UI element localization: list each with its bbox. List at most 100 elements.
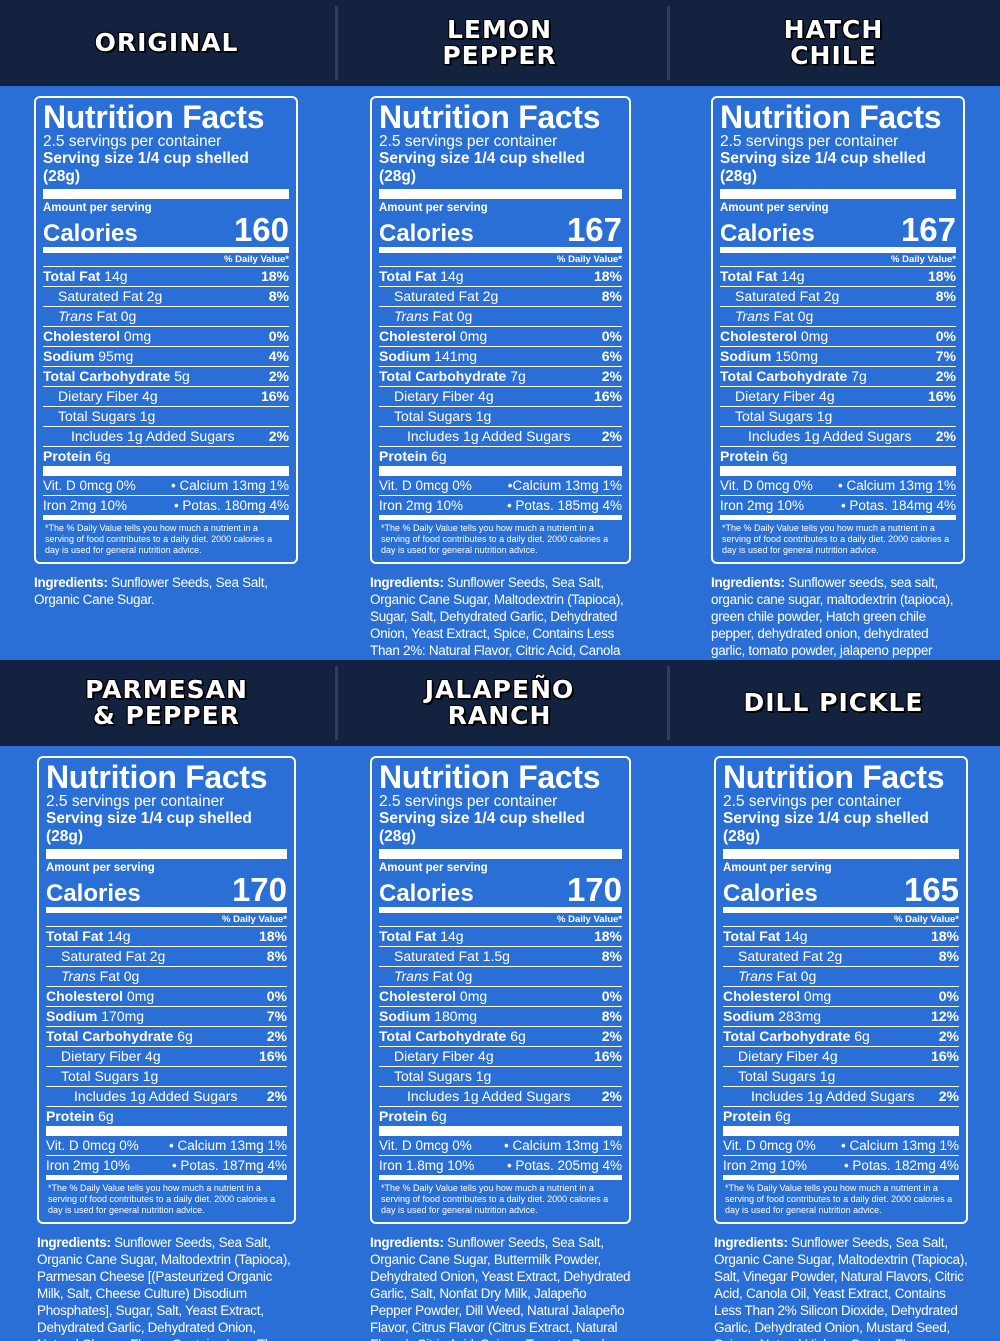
- cholesterol-label: Cholesterol: [379, 328, 457, 344]
- added-sugars-label: Includes 1g Added Sugars: [751, 1088, 915, 1104]
- calcium: • Calcium 13mg 1%: [837, 478, 956, 493]
- flavor-panel: Nutrition Facts 2.5 servings per contain…: [711, 96, 965, 727]
- total-fat-dv: 18%: [260, 268, 289, 284]
- amount-per-serving: Amount per serving: [46, 862, 155, 874]
- added-sugars-label: Includes 1g Added Sugars: [71, 428, 235, 444]
- vitamin-d: Vit. D 0mcg 0%: [379, 478, 472, 493]
- ingredients-label: Ingredients:: [37, 1235, 111, 1250]
- saturated-fat-label: Saturated Fat: [394, 288, 479, 304]
- calories-label: Calories: [379, 880, 474, 907]
- total-carbohydrate-row: Total Carbohydrate 6g 2%: [723, 1027, 959, 1047]
- added-sugars-label: Includes 1g Added Sugars: [407, 428, 571, 444]
- saturated-fat-dv: 8%: [268, 288, 289, 304]
- trans-fat-amount: Fat 0g: [428, 308, 473, 324]
- iron-potassium-row: Iron 2mg 10% • Potas. 180mg 4%: [43, 496, 289, 520]
- ingredients-text: Ingredients: Sunflower Seeds, Sea Salt, …: [37, 1234, 296, 1341]
- serving-size: Serving size 1/4 cup shelled (28g): [379, 150, 622, 199]
- carb-label: Total Carbohydrate: [720, 368, 848, 384]
- total-fat-row: Total Fat 14g 18%: [379, 927, 622, 947]
- fiber-dv: 16%: [593, 388, 622, 404]
- trans-fat-amount: Fat 0g: [95, 968, 140, 984]
- protein-label: Protein: [379, 1108, 428, 1124]
- trans-fat-amount: Fat 0g: [769, 308, 814, 324]
- carb-label: Total Carbohydrate: [723, 1028, 851, 1044]
- daily-value-footnote: *The % Daily Value tells you how much a …: [48, 1183, 276, 1215]
- serving-size: Serving size 1/4 cup shelled (28g): [46, 810, 287, 859]
- iron: Iron 2mg 10%: [46, 1158, 131, 1173]
- potassium: • Potas. 205mg 4%: [506, 1158, 622, 1173]
- saturated-fat-label: Saturated Fat: [738, 948, 823, 964]
- cholesterol-amount: 0mg: [459, 988, 488, 1004]
- calories-value: 167: [900, 211, 956, 248]
- saturated-fat-amount: 2g: [823, 288, 840, 304]
- fiber-amount: 4g: [478, 1048, 494, 1064]
- sodium-label: Sodium: [46, 1008, 98, 1024]
- sodium-amount: 283mg: [778, 1008, 822, 1024]
- daily-value-header: % Daily Value*: [379, 913, 622, 927]
- added-sugars-dv: 2%: [935, 428, 956, 444]
- added-sugars-row: Includes 1g Added Sugars 2%: [379, 1087, 622, 1107]
- iron-potassium-row: Iron 2mg 10% • Potas. 187mg 4%: [46, 1156, 287, 1180]
- potassium: • Potas. 182mg 4%: [843, 1158, 959, 1173]
- total-fat-amount: 14g: [104, 268, 128, 284]
- added-sugars-dv: 2%: [268, 428, 289, 444]
- sodium-label: Sodium: [720, 348, 772, 364]
- flavor-title: ORIGINAL: [94, 28, 239, 57]
- fiber-dv: 16%: [930, 1048, 959, 1064]
- flavor-panel: Nutrition Facts 2.5 servings per contain…: [370, 756, 631, 1341]
- total-fat-amount: 14g: [781, 268, 805, 284]
- top-row-section: ORIGINAL LEMON PEPPER HATCH CHILE Nutrit…: [0, 0, 1000, 726]
- trans-fat-row: Trans Fat 0g: [723, 967, 959, 987]
- iron: Iron 1.8mg 10%: [379, 1158, 475, 1173]
- serving-size: Serving size 1/4 cup shelled (28g): [43, 150, 289, 199]
- iron-potassium-row: Iron 2mg 10% • Potas. 182mg 4%: [723, 1156, 959, 1180]
- nutrition-facts-label: Nutrition Facts 2.5 servings per contain…: [370, 756, 631, 1224]
- protein-label: Protein: [720, 448, 769, 464]
- ingredients-label: Ingredients:: [34, 575, 108, 590]
- saturated-fat-row: Saturated Fat 2g 8%: [720, 287, 956, 307]
- calcium: • Calcium 13mg 1%: [840, 1138, 959, 1153]
- carb-amount: 6g: [177, 1028, 193, 1044]
- calories-label: Calories: [43, 220, 138, 247]
- servings-per-container: 2.5 servings per container: [720, 133, 899, 150]
- sodium-label: Sodium: [379, 1008, 431, 1024]
- flavor-panel: Nutrition Facts 2.5 servings per contain…: [370, 96, 631, 676]
- cholesterol-amount: 0mg: [459, 328, 488, 344]
- ingredients-list: Sunflower Seeds, Sea Salt, Organic Cane …: [714, 1235, 968, 1341]
- daily-value-footnote: *The % Daily Value tells you how much a …: [381, 523, 609, 555]
- header-divider: [335, 666, 338, 740]
- protein-amount: 6g: [95, 448, 111, 464]
- fiber-label: Dietary Fiber: [394, 1048, 475, 1064]
- nutrition-facts-title: Nutrition Facts: [720, 99, 942, 135]
- added-sugars-row: Includes 1g Added Sugars 2%: [46, 1087, 287, 1107]
- total-fat-row: Total Fat 14g 18%: [723, 927, 959, 947]
- daily-value-header: % Daily Value*: [723, 913, 959, 927]
- dietary-fiber-row: Dietary Fiber 4g 16%: [720, 387, 956, 407]
- fiber-amount: 4g: [145, 1048, 161, 1064]
- protein-label: Protein: [379, 448, 428, 464]
- added-sugars-dv: 2%: [266, 1088, 287, 1104]
- saturated-fat-row: Saturated Fat 2g 8%: [46, 947, 287, 967]
- cholesterol-amount: 0mg: [123, 328, 152, 344]
- sodium-row: Sodium 283mg 12%: [723, 1007, 959, 1027]
- sodium-row: Sodium 180mg 8%: [379, 1007, 622, 1027]
- saturated-fat-row: Saturated Fat 2g 8%: [379, 287, 622, 307]
- nutrition-facts-title: Nutrition Facts: [379, 99, 601, 135]
- servings-per-container: 2.5 servings per container: [379, 793, 558, 810]
- fiber-amount: 4g: [142, 388, 158, 404]
- sodium-row: Sodium 141mg 6%: [379, 347, 622, 367]
- protein-amount: 6g: [98, 1108, 114, 1124]
- protein-row: Protein 6g: [720, 447, 956, 476]
- trans-fat-amount: Fat 0g: [92, 308, 137, 324]
- header-divider: [335, 6, 338, 80]
- calcium: • Calcium 13mg 1%: [503, 1138, 622, 1153]
- protein-label: Protein: [43, 448, 92, 464]
- total-sugars-label: Total Sugars 1g: [394, 408, 492, 424]
- fiber-label: Dietary Fiber: [738, 1048, 819, 1064]
- total-fat-row: Total Fat 14g 18%: [43, 267, 289, 287]
- total-carbohydrate-row: Total Carbohydrate 7g 2%: [379, 367, 622, 387]
- trans-fat-label: Trans: [394, 308, 429, 324]
- vitamin-d-calcium-row: Vit. D 0mcg 0% • Calcium 13mg 1%: [46, 1136, 287, 1156]
- calories-row: Calories 167: [379, 213, 622, 253]
- total-sugars-row: Total Sugars 1g: [46, 1067, 287, 1087]
